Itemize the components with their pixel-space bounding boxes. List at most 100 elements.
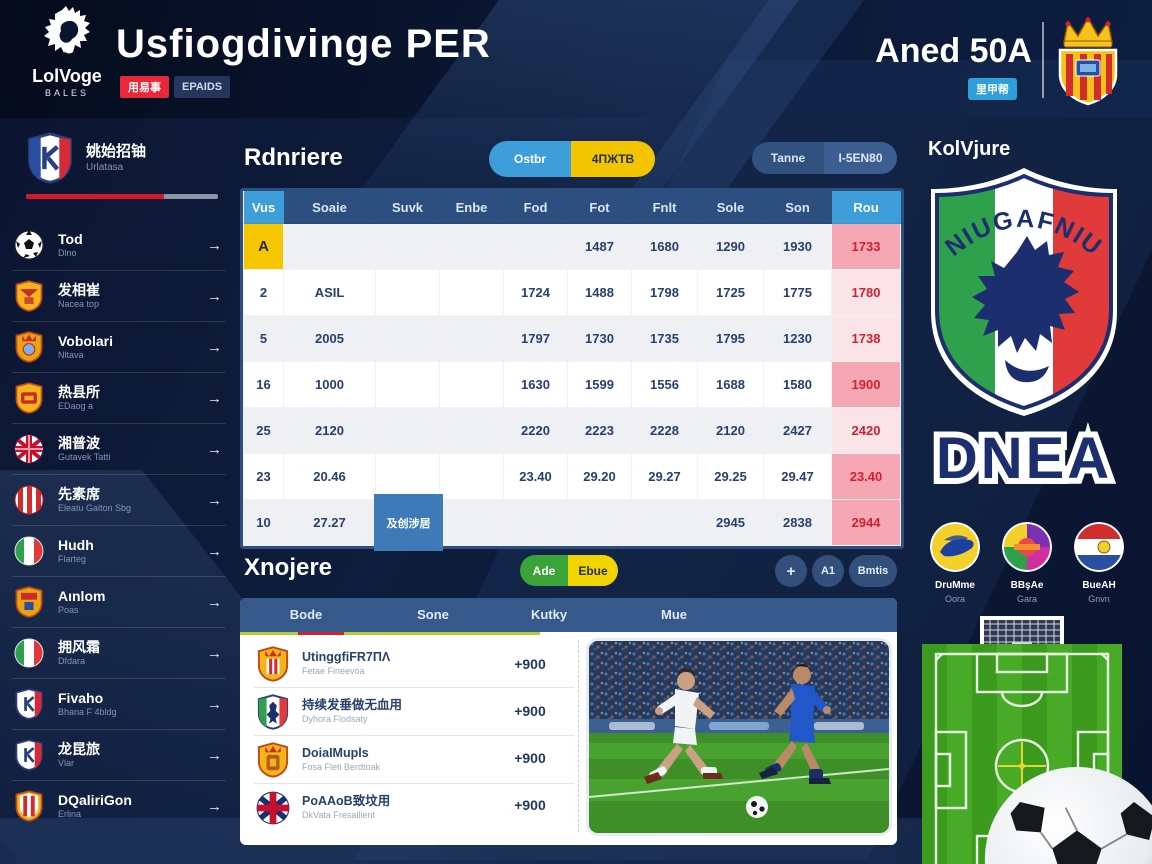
cell: 1735 [631, 315, 698, 362]
mini-league-label: DruMme [934, 580, 975, 591]
cell: ASIL [283, 269, 376, 316]
column-header[interactable]: Sone [417, 607, 449, 622]
sidebar-item[interactable]: 先素席 Eleatu Galton Sbg → [12, 475, 226, 526]
fixture-value: +900 [514, 797, 546, 813]
table-header-row: Vus Soaie Suvk Enbe Fod Fot Fnlt Sole So… [243, 191, 901, 224]
column-header[interactable]: Sole [697, 191, 764, 224]
column-header[interactable]: Enbe [439, 191, 504, 224]
table-cell-badge-button[interactable]: 及创涉居 [374, 494, 443, 551]
fixture-subtitle: Fosa Fleti Berdtoak [302, 762, 381, 772]
toggle-left-button[interactable]: Ade [520, 555, 568, 586]
chevron-right-icon: → [207, 542, 222, 560]
column-header[interactable]: Mue [661, 607, 687, 622]
cell: 1775 [763, 269, 832, 316]
column-header[interactable]: Son [763, 191, 832, 224]
toggle-right-button[interactable]: 4ПЖТВ [571, 141, 655, 177]
header-band [0, 0, 1152, 118]
header-badge-dark[interactable]: EPAIDS [174, 76, 231, 98]
cell: 1487 [567, 223, 632, 270]
team-subtitle: Gutavek Tatti [58, 451, 111, 462]
column-header[interactable]: Vus [243, 191, 284, 224]
column-header[interactable]: Fod [503, 191, 568, 224]
cell: 29.27 [631, 453, 698, 500]
column-header[interactable]: Fnlt [631, 191, 698, 224]
cell: 1795 [697, 315, 764, 362]
match-photo [586, 638, 892, 836]
team-subtitle: Dfdara [58, 655, 86, 666]
cell: 2427 [763, 407, 832, 454]
chevron-right-icon: → [207, 236, 222, 254]
filter-right-button[interactable]: I-5EN80 [824, 142, 897, 174]
sidebar-item[interactable]: 发相崔 Nacea top → [12, 271, 226, 322]
cell [439, 223, 504, 270]
cell: 1797 [503, 315, 568, 362]
sidebar-item[interactable]: 拥风霜 Dfdara → [12, 628, 226, 679]
table-row: 10 27.27 及创涉居 2945 2838 2944 [243, 494, 901, 551]
sidebar-item[interactable]: Vobolari Nltava → [12, 322, 226, 373]
chevron-right-icon: → [207, 644, 222, 662]
fixtures-list: UtinggfiFR7ΠΛ Fetae Fineevoa 持续发垂做无血用 Dy… [254, 640, 574, 831]
column-header[interactable]: Suvk [375, 191, 440, 224]
mini-league-sub: Gara [1016, 594, 1037, 604]
sidebar-item[interactable]: 热县所 EDaog a → [12, 373, 226, 424]
fixture-row[interactable]: UtinggfiFR7ΠΛ Fetae Fineevoa [254, 640, 574, 688]
sidebar-item[interactable]: 龙昆旅 Vlar → [12, 730, 226, 781]
italy-flag-icon [12, 636, 46, 670]
mini-league-quad-color-icon[interactable] [1002, 522, 1052, 572]
cell: 2223 [567, 407, 632, 454]
dashed-divider [578, 640, 579, 832]
sidebar-item[interactable]: Hudh Flarteg → [12, 526, 226, 577]
team-subtitle: Bhana F 4bldg [58, 706, 117, 717]
cell: 27.27 [283, 499, 376, 546]
sidebar-item[interactable]: Fivaho Bhana F 4bldg → [12, 679, 226, 730]
cell: 10 [243, 499, 284, 546]
fixture-subtitle: DkVata Fresallient [302, 810, 375, 820]
ai-button[interactable]: A1 [812, 555, 844, 587]
sidebar-item[interactable]: DQaliriGon Erlina → [12, 781, 226, 831]
cell: 23 [243, 453, 284, 500]
cell: 2420 [831, 407, 901, 454]
gold-crest-icon [12, 381, 46, 415]
more-button[interactable]: Bmtis [849, 555, 897, 587]
crest-creature-silhouette [972, 236, 1079, 353]
featured-progress-bar [26, 194, 218, 199]
chevron-right-icon: → [207, 287, 222, 305]
team-name: 湘普波 [58, 434, 100, 451]
sidebar-item[interactable]: Aınlom Poas → [12, 577, 226, 628]
cell [439, 361, 504, 408]
team-subtitle: Dlno [58, 247, 77, 258]
column-header[interactable]: Bode [289, 607, 323, 622]
column-header[interactable]: Soaie [283, 191, 376, 224]
team-name: 拥风霜 [58, 638, 100, 655]
column-header[interactable]: Rou [831, 191, 901, 224]
sidebar-item[interactable]: 湘普波 Gutavek Tatti → [12, 424, 226, 475]
add-button[interactable]: + [775, 555, 807, 587]
cell: 2838 [763, 499, 832, 546]
toggle-left-button[interactable]: Ostbr [489, 141, 571, 177]
gold-crest-icon [12, 330, 46, 364]
cell: 1688 [697, 361, 764, 408]
header-badge-blue[interactable]: 里甲帮 [968, 78, 1017, 100]
column-header[interactable]: Fot [567, 191, 632, 224]
mini-league-tricolor-icon[interactable] [1074, 522, 1124, 572]
fixture-value: +900 [514, 703, 546, 719]
chevron-right-icon: → [207, 797, 222, 815]
column-header[interactable]: Kutky [530, 607, 568, 622]
table-row: 16 1000 1630 1599 1556 1688 1580 1900 [243, 361, 901, 408]
chevron-right-icon: → [207, 695, 222, 713]
crown-crest-icon [1052, 14, 1124, 111]
header-badge-red[interactable]: 用易事 [120, 76, 169, 98]
filter-left-button[interactable]: Tanne [752, 142, 824, 174]
cell: 1488 [567, 269, 632, 316]
cell: 29.47 [763, 453, 832, 500]
fixture-row[interactable]: DoiaIMupls Fosa Fleti Berdtoak [254, 736, 574, 784]
fixture-row[interactable]: PoAAoB致坟用 DkVata Fresallient [254, 784, 574, 831]
cell: 2945 [697, 499, 764, 546]
toggle-right-button[interactable]: Ebue [568, 555, 618, 586]
cell [375, 407, 440, 454]
cell [283, 223, 376, 270]
chevron-right-icon: → [207, 746, 222, 764]
mini-league-blue-gold-icon[interactable] [930, 522, 980, 572]
fixture-row[interactable]: 持续发垂做无血用 Dyhora Flodsaty [254, 688, 574, 736]
sidebar-item-tod[interactable]: Tod Dlno → [12, 220, 226, 271]
